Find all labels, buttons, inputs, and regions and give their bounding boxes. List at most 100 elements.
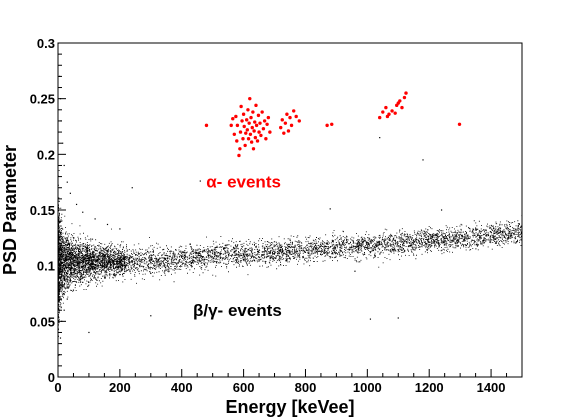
alpha-event-point <box>255 139 260 143</box>
alpha-event-point <box>240 119 244 123</box>
alpha-event-point <box>239 104 243 109</box>
x-tick-label-400: 400 <box>171 380 193 395</box>
beta-gamma-event-point <box>119 273 121 276</box>
beta-gamma-event-point <box>75 203 78 206</box>
alpha-event-point <box>232 132 237 136</box>
alpha-event-point <box>248 132 253 136</box>
x-tick-label-0: 0 <box>54 380 61 395</box>
alpha-event-point <box>244 118 249 122</box>
alpha-event-point <box>266 115 271 120</box>
x-tick-label-1400: 1400 <box>477 380 506 395</box>
beta-gamma-density <box>58 170 522 356</box>
beta-gamma-event-point <box>199 180 201 182</box>
beta-gamma-event-point <box>59 337 62 339</box>
alpha-event-point <box>257 130 261 134</box>
alpha-event-point <box>204 123 209 128</box>
alpha-event-point <box>238 130 243 134</box>
beta-gamma-event-point <box>119 257 121 259</box>
beta-gamma-event-point <box>366 248 368 250</box>
y-tick-label-0.2: 0.2 <box>37 147 55 162</box>
alpha-event-point <box>245 128 250 132</box>
alpha-event-point <box>252 129 256 133</box>
beta-gamma-event-point <box>69 192 71 194</box>
alpha-event-point <box>289 123 294 128</box>
alpha-event-point <box>457 122 462 126</box>
alpha-event-point <box>393 111 397 115</box>
y-tick-label-0.05: 0.05 <box>30 314 55 329</box>
alpha-event-point <box>254 123 259 128</box>
alpha-event-point <box>251 110 255 114</box>
alpha-event-point <box>261 127 266 131</box>
alpha-event-point <box>390 109 394 113</box>
beta-gamma-event-point <box>66 298 68 300</box>
alpha-event-point <box>234 114 238 119</box>
alpha-event-point <box>235 139 239 143</box>
y-tick-label-0.1: 0.1 <box>37 259 55 274</box>
beta-gamma-event-point <box>63 309 65 311</box>
y-tick-label-0: 0 <box>48 370 55 385</box>
axis-ticks: 0 200 400 600 800 1000 1200 1400 0 0.05 0.1 0.15 0.2… <box>30 36 523 395</box>
beta-gamma-event-point <box>329 208 331 210</box>
alpha-event-point <box>292 109 296 113</box>
beta-gamma-event-point <box>131 187 133 189</box>
alpha-event-point <box>286 129 291 133</box>
alpha-event-point <box>246 108 250 112</box>
x-tick-label-1200: 1200 <box>415 380 444 395</box>
beta-gamma-event-point <box>150 272 152 275</box>
alpha-event-point <box>381 110 385 114</box>
beta-gamma-event-point <box>94 218 96 220</box>
y-tick-label-0.25: 0.25 <box>30 92 55 107</box>
x-axis-title: Energy [keVee] <box>225 397 354 417</box>
alpha-event-point <box>246 137 251 141</box>
beta-gamma-event-point <box>66 181 68 183</box>
beta-gamma-event-point <box>82 211 84 213</box>
alpha-event-point <box>250 125 254 130</box>
alpha-event-point <box>249 115 253 120</box>
beta-gamma-event-point <box>106 223 109 226</box>
alpha-event-point <box>253 135 258 140</box>
beta-gamma-event-point <box>440 209 443 211</box>
beta-gamma-event-point <box>490 231 492 233</box>
alpha-event-point <box>251 147 256 151</box>
alpha-event-point <box>229 123 233 128</box>
alpha-event-point <box>387 112 391 116</box>
alpha-event-point <box>248 96 252 101</box>
beta-gamma-event-point <box>82 281 84 283</box>
alpha-event-point <box>241 137 245 141</box>
alpha-event-point <box>384 105 388 110</box>
beta-gamma-event-point <box>379 137 381 139</box>
beta-gamma-event-point <box>150 315 152 317</box>
alpha-event-point <box>259 133 263 138</box>
alpha-event-point <box>402 95 407 100</box>
alpha-event-point <box>400 105 404 110</box>
x-tick-label-600: 600 <box>233 380 255 395</box>
alpha-event-point <box>241 112 246 116</box>
alpha-event-point <box>254 103 258 108</box>
alpha-event-point <box>265 122 269 126</box>
alpha-event-point <box>325 123 329 128</box>
beta-gamma-event-point <box>354 270 356 272</box>
alpha-event-point <box>264 137 268 141</box>
beta-gamma-events-label: β/γ- events <box>193 301 282 320</box>
beta-gamma-event-point <box>181 256 183 258</box>
alpha-event-point <box>294 114 298 119</box>
alpha-event-point <box>243 143 247 148</box>
beta-gamma-event-point <box>304 251 307 253</box>
alpha-event-point <box>237 153 241 158</box>
beta-gamma-event-point <box>88 259 90 261</box>
alpha-event-point <box>231 117 235 121</box>
alpha-event-point <box>297 119 301 123</box>
beta-gamma-event-point <box>422 159 424 161</box>
x-tick-label-800: 800 <box>295 380 317 395</box>
alpha-event-point <box>285 112 289 116</box>
x-tick-label-200: 200 <box>109 380 131 395</box>
x-tick-label-1000: 1000 <box>353 380 382 395</box>
alpha-event-point <box>253 120 257 124</box>
beta-gamma-event-point <box>258 304 260 306</box>
alpha-event-point <box>282 131 286 135</box>
beta-gamma-event-point <box>243 253 245 256</box>
beta-gamma-event-point <box>88 331 90 334</box>
alpha-event-point <box>256 113 261 118</box>
